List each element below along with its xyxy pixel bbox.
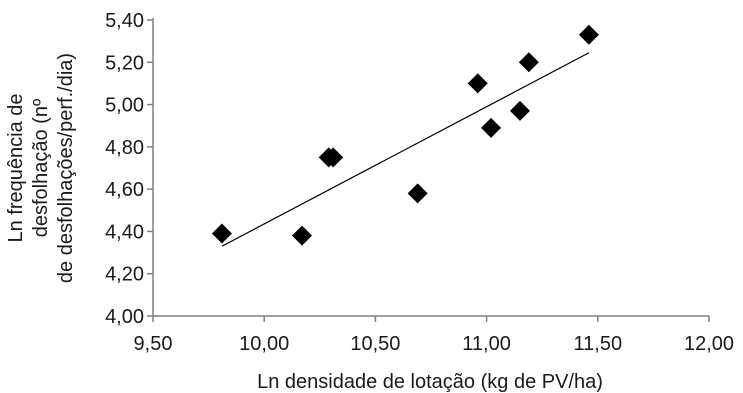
- data-points: [211, 24, 599, 246]
- x-tick-label: 9,50: [134, 333, 173, 355]
- trendline-layer: [221, 52, 590, 247]
- y-axis-title: Ln frequência de desfolhação (nº de desfol…: [5, 53, 77, 283]
- y-tick-labels: 4,00 4,20 4,40 4,60 4,80 5,00 5,20 5,40: [105, 10, 144, 328]
- data-point: [509, 100, 530, 121]
- data-point: [467, 73, 488, 94]
- data-point: [292, 225, 313, 246]
- data-point: [211, 223, 232, 244]
- y-tick-label: 4,40: [105, 221, 144, 243]
- y-tick-label: 5,40: [105, 10, 144, 32]
- data-point: [578, 24, 599, 45]
- data-point: [407, 183, 428, 204]
- y-tick-label: 4,60: [105, 179, 144, 201]
- y-tick-label: 5,20: [105, 52, 144, 74]
- x-tick-labels: 9,50 10,00 10,50 11,00 11,50 12,00: [134, 333, 735, 355]
- y-axis-title-line: desfolhação (nº: [30, 98, 52, 237]
- y-axis-title-line: Ln frequência de: [5, 93, 27, 242]
- y-tick-label: 4,20: [105, 264, 144, 286]
- data-point: [481, 117, 502, 138]
- y-tick-label: 5,00: [105, 95, 144, 117]
- y-axis-title-line: de desfolhações/perf./dia): [55, 53, 77, 283]
- data-point: [518, 52, 539, 73]
- data-point: [323, 147, 344, 168]
- x-tick-label: 11,00: [462, 333, 511, 355]
- x-tick-label: 10,50: [350, 333, 400, 355]
- x-tick-label: 11,50: [574, 333, 623, 355]
- x-tick-label: 10,00: [239, 333, 289, 355]
- x-tick-label: 12,00: [684, 333, 734, 355]
- y-tick-label: 4,80: [105, 137, 144, 159]
- x-axis-title: Ln densidade de lotação (kg de PV/ha): [257, 371, 603, 393]
- y-tick-label: 4,00: [105, 306, 144, 328]
- axes: [147, 18, 710, 322]
- trendline: [221, 52, 590, 247]
